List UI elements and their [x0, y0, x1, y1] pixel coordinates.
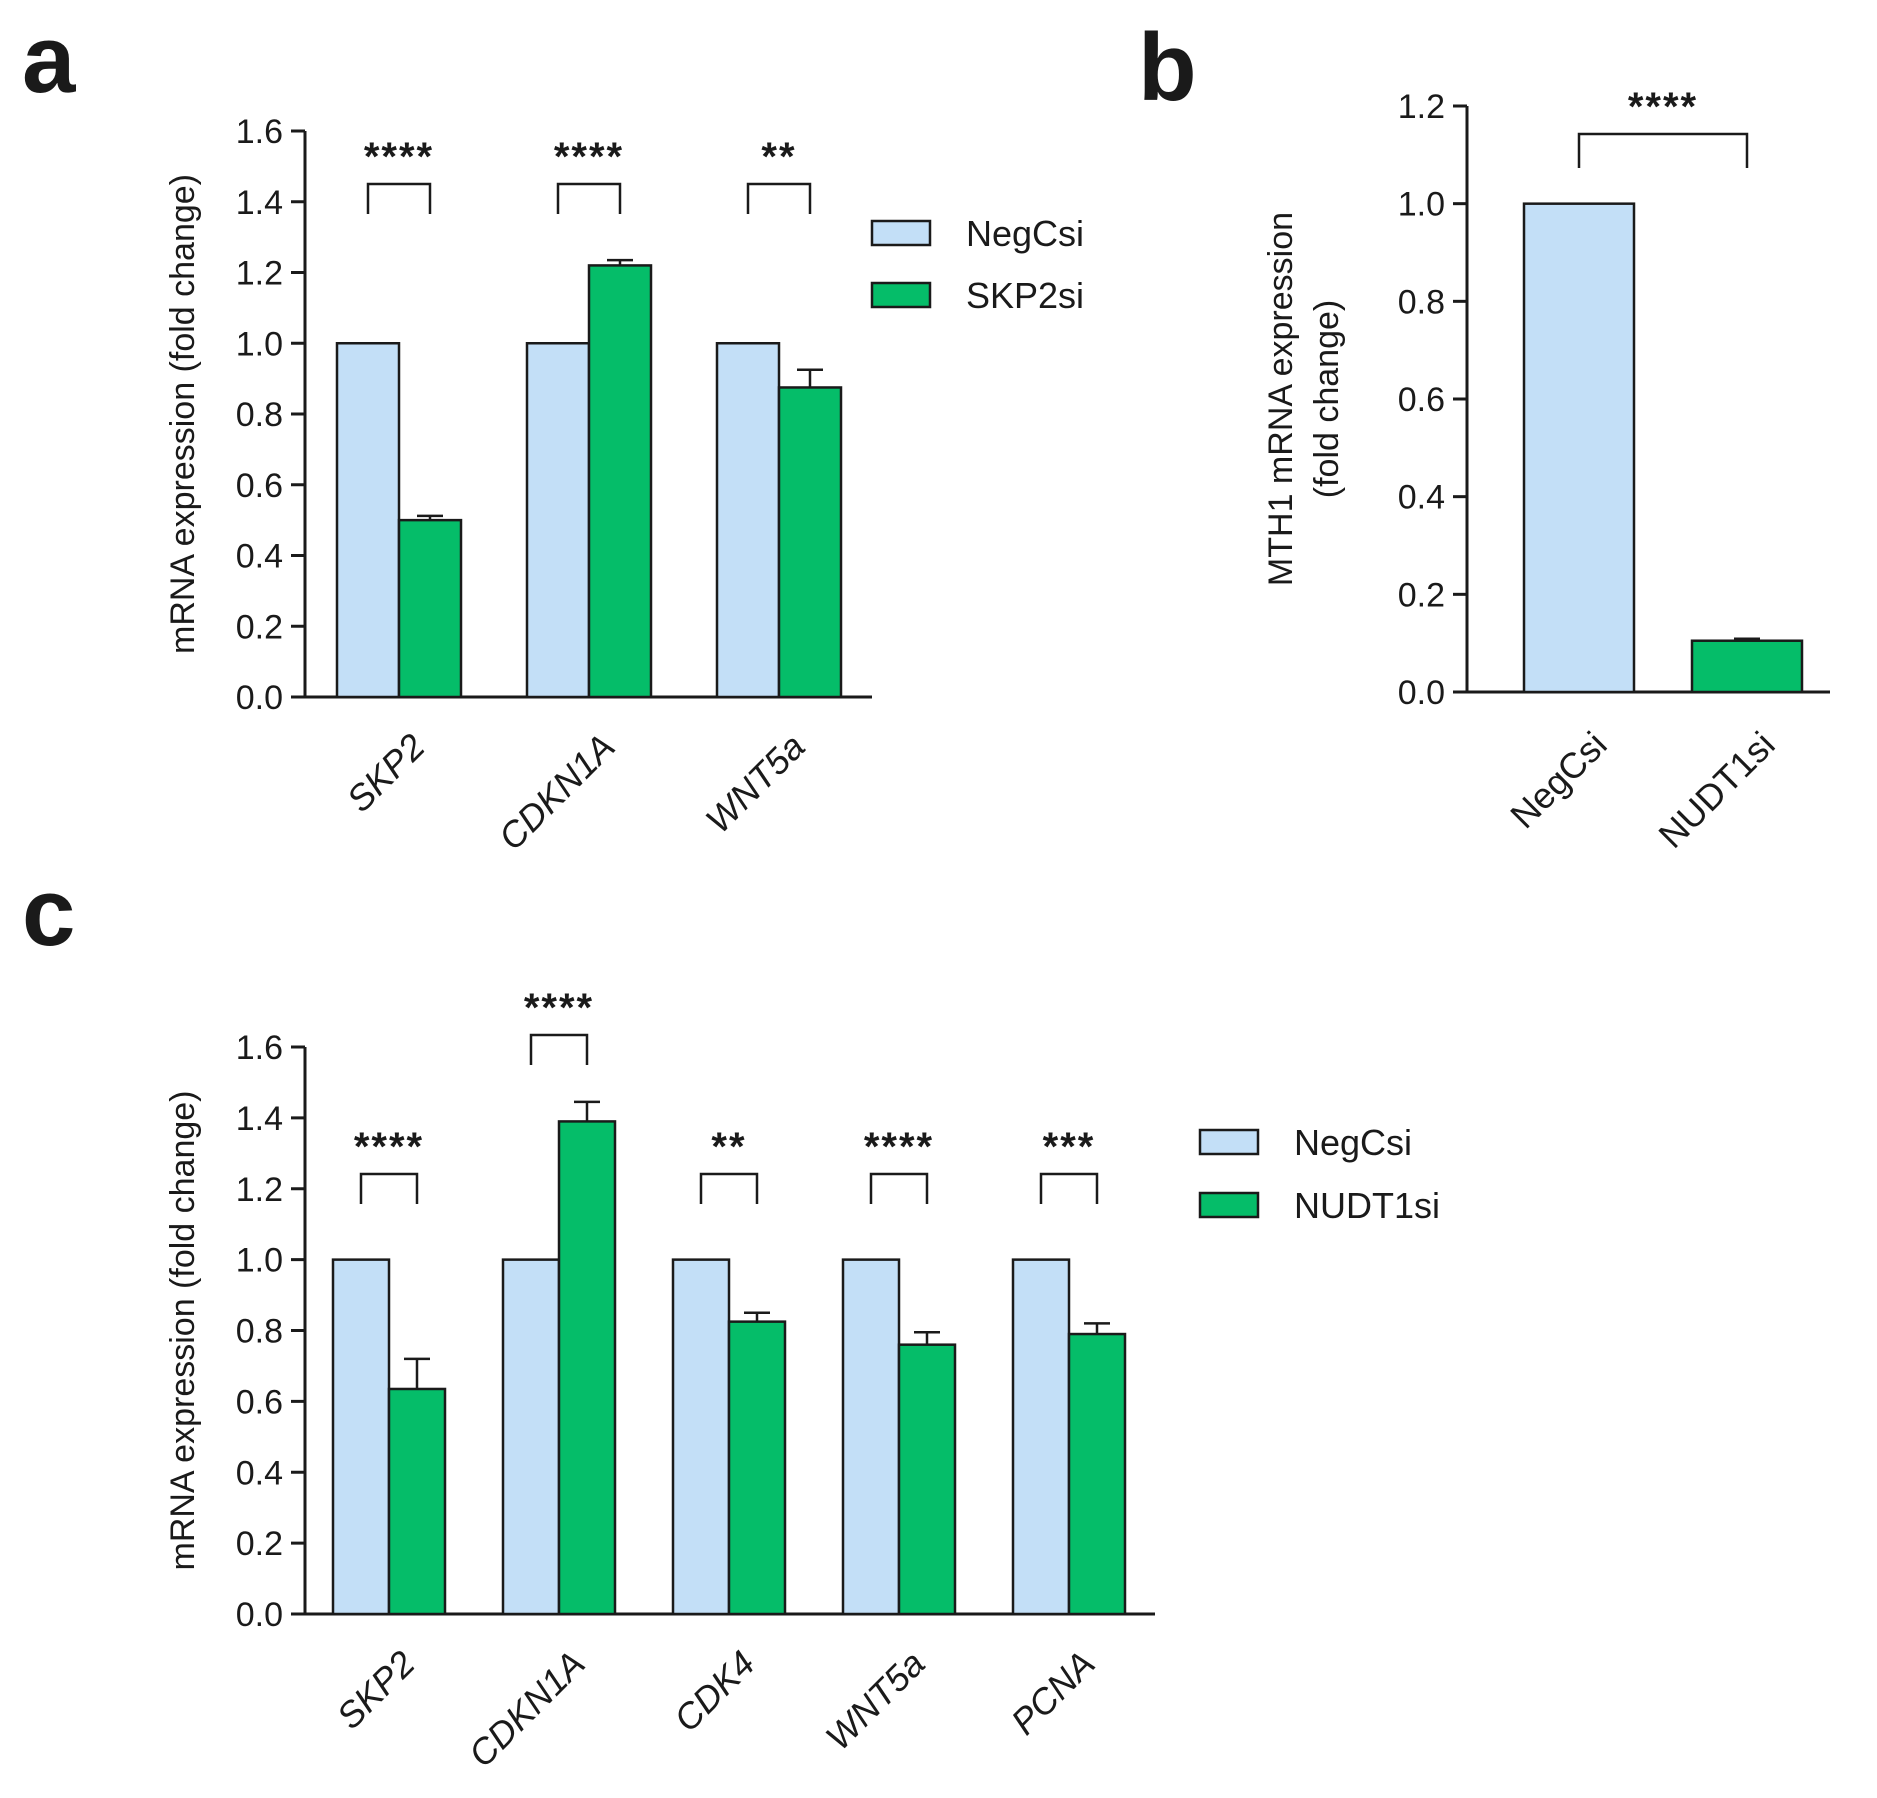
bar-negcsi [331, 1258, 391, 1616]
category-label: CDKN1A [490, 726, 622, 858]
significance-bracket [556, 182, 622, 214]
bar-knockdown [557, 1120, 617, 1616]
category-label: CDKN1A [460, 1643, 592, 1775]
y-tick-label: 0.6 [1398, 381, 1445, 419]
bar-knockdown [1690, 639, 1804, 694]
significance-bracket [699, 1172, 759, 1204]
legend-swatch-knockdown [870, 281, 932, 309]
y-tick-label: 0.2 [1398, 576, 1445, 614]
significance-stars: **** [864, 1125, 934, 1169]
legend-swatch-negcsi [1198, 1128, 1260, 1156]
category-label: WNT5a [817, 1643, 932, 1758]
category-label: PCNA [1003, 1643, 1103, 1743]
y-tick-label: 0.0 [236, 679, 283, 717]
significance-bracket [746, 182, 812, 214]
y-tick-label: 1.6 [236, 1029, 283, 1067]
y-tick-label: 1.0 [1398, 186, 1445, 224]
panel-b-letter: b [1138, 14, 1197, 121]
bar-negcsi [841, 1258, 901, 1616]
bar-negcsi [671, 1258, 731, 1616]
bar-negcsi [501, 1258, 561, 1616]
significance-bracket [529, 1033, 589, 1065]
category-label: WNT5a [697, 726, 812, 841]
y-tick-label: 0.6 [236, 1383, 283, 1421]
y-tick-label: 0.4 [236, 1454, 283, 1492]
bar-knockdown [587, 264, 653, 699]
significance-bracket [359, 1172, 419, 1204]
significance-stars: **** [524, 986, 594, 1030]
significance-stars: **** [364, 135, 434, 179]
category-label: NUDT1si [1650, 724, 1782, 856]
y-axis-label: mRNA expression (fold change) [164, 174, 202, 654]
bar-negcsi [1011, 1258, 1071, 1616]
legend-swatch-knockdown [1198, 1191, 1260, 1219]
y-tick-label: 1.2 [1398, 88, 1445, 126]
y-tick-label: 1.6 [236, 113, 283, 151]
category-label: SKP2 [339, 726, 433, 820]
y-tick-label: 0.4 [1398, 479, 1445, 517]
y-axis-label: mRNA expression (fold change) [164, 1090, 202, 1570]
significance-stars: **** [354, 1125, 424, 1169]
y-tick-label: 1.2 [236, 255, 283, 293]
y-tick-label: 1.0 [236, 325, 283, 363]
y-tick-label: 0.2 [236, 1525, 283, 1563]
bar-negcsi [335, 342, 401, 699]
legend-label: SKP2si [966, 275, 1084, 316]
y-tick-label: 0.0 [236, 1596, 283, 1634]
significance-stars: ** [711, 1125, 746, 1169]
panel-c-chart: 0.0 0.2 0.4 0.6 0.8 1.0 1.2 1.4 1.6 mRNA expressi… [164, 986, 1440, 1775]
y-tick-label: 0.8 [236, 1313, 283, 1351]
legend-label: NegCsi [1294, 1122, 1412, 1163]
panel-b-chart: 0.0 0.2 0.4 0.6 0.8 1.0 1.2 MTH1 mRNA expressio… [1262, 85, 1830, 856]
y-axis-label: (fold change) [1308, 300, 1346, 498]
y-tick-label: 0.8 [236, 396, 283, 434]
significance-bracket [1039, 1172, 1099, 1204]
bar-negcsi [1522, 202, 1636, 694]
y-tick-label: 1.0 [236, 1242, 283, 1280]
significance-bracket [869, 1172, 929, 1204]
y-tick-label: 0.8 [1398, 283, 1445, 321]
bar-knockdown [1067, 1332, 1127, 1616]
significance-stars: **** [554, 135, 624, 179]
legend-label: NegCsi [966, 213, 1084, 254]
y-tick-label: 1.4 [236, 1100, 283, 1138]
bar-knockdown [777, 386, 843, 699]
significance-stars: *** [1043, 1125, 1096, 1169]
bar-knockdown [397, 518, 463, 699]
bar-knockdown [387, 1387, 447, 1616]
bar-negcsi [715, 342, 781, 699]
category-label: SKP2 [329, 1643, 423, 1737]
bar-knockdown [897, 1343, 957, 1616]
legend-label: NUDT1si [1294, 1185, 1440, 1226]
significance-bracket [1577, 132, 1749, 168]
panel-a-letter: a [22, 6, 76, 113]
significance-stars: ** [761, 135, 796, 179]
y-tick-label: 1.4 [236, 184, 283, 222]
category-label: NegCsi [1502, 724, 1614, 836]
bar-knockdown [727, 1320, 787, 1616]
y-tick-label: 1.2 [236, 1171, 283, 1209]
y-tick-label: 0.2 [236, 608, 283, 646]
category-label: CDK4 [666, 1643, 763, 1740]
y-tick-label: 0.0 [1398, 674, 1445, 712]
bar-negcsi [525, 342, 591, 699]
significance-stars: **** [1628, 85, 1698, 129]
panel-a-chart: 0.0 0.2 0.4 0.6 0.8 1.0 1.2 1.4 1.6 mRNA expressi… [164, 113, 1084, 858]
y-tick-label: 0.6 [236, 467, 283, 505]
significance-bracket [366, 182, 432, 214]
y-tick-label: 0.4 [236, 538, 283, 576]
y-axis-label: MTH1 mRNA expression [1262, 212, 1300, 586]
panel-c-letter: c [22, 859, 75, 966]
legend-swatch-negcsi [870, 219, 932, 247]
